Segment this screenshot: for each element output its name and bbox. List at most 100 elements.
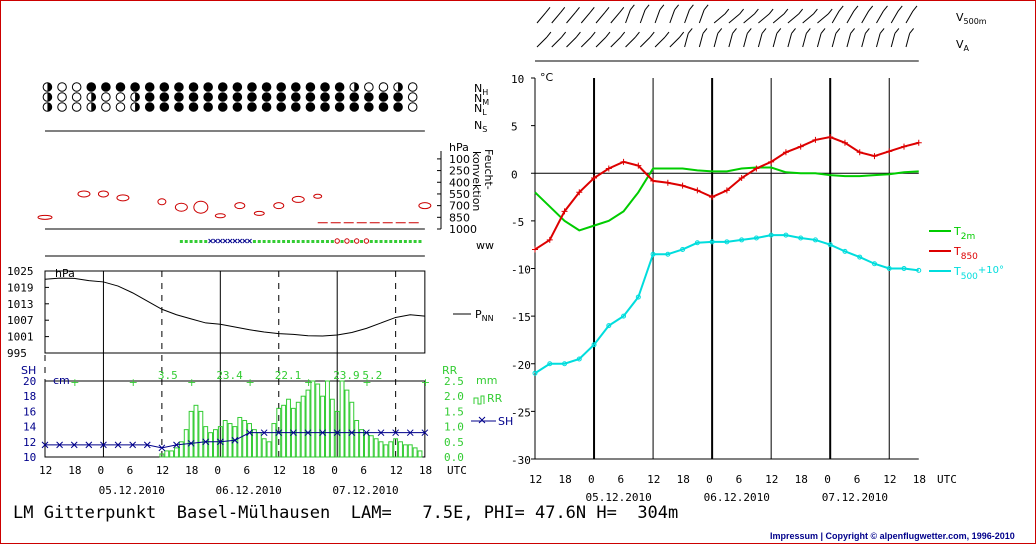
- rr-bar: [174, 447, 179, 458]
- rr-legend-icon: [473, 395, 485, 405]
- wind-barb-staff: [639, 36, 651, 48]
- cloud-cover-symbol: [364, 102, 374, 112]
- temp-t850-marker: [782, 149, 789, 156]
- cloud-cover-symbol: [203, 82, 213, 92]
- rr-tick-label: 0.5: [444, 436, 464, 449]
- cloud-cover-symbol: [276, 102, 286, 112]
- cloud-cover-symbol: [349, 102, 360, 112]
- temp-t500-marker: [621, 313, 627, 319]
- cloud-cover-symbol: [71, 92, 82, 102]
- temp-t500-marker: [827, 242, 833, 248]
- wind-barb-flag: [659, 4, 665, 11]
- rr-bar: [368, 435, 374, 458]
- ww-drizzle-symbol: [252, 240, 256, 243]
- cloud-cover-symbol: [203, 92, 213, 102]
- wind-barb-flag: [776, 28, 782, 34]
- ww-drizzle-symbol: [394, 240, 398, 243]
- wind-barb-staff: [905, 10, 914, 24]
- left-hour-tick-label: 12: [156, 464, 169, 477]
- label-va: VA: [956, 38, 970, 53]
- cloud-cover-symbol: [144, 102, 155, 112]
- cloud-cover-symbol: [115, 92, 126, 102]
- wind-barb-flag: [746, 28, 752, 34]
- temp-t850-marker: [915, 139, 922, 146]
- temp-t500-marker: [532, 370, 538, 376]
- ww-snow-symbol: [213, 238, 218, 244]
- wind-barb-staff: [684, 33, 689, 48]
- wind-barb-flag: [589, 6, 595, 13]
- wind-barb-staff: [713, 13, 726, 24]
- temp-t500-marker: [798, 235, 804, 241]
- wind-barb-staff: [846, 10, 855, 24]
- temp-t500-marker: [812, 237, 818, 243]
- rr-bar: [295, 401, 301, 458]
- ww-rain-symbol: [344, 238, 350, 244]
- rr-bar: [412, 447, 418, 458]
- rr-total-label: 5.2: [362, 369, 382, 382]
- ww-snow-symbol: [217, 238, 223, 244]
- wind-barb-staff: [861, 10, 870, 24]
- wind-barb-flag: [717, 28, 723, 34]
- ww-snow-symbol: [242, 238, 248, 244]
- impressum-link[interactable]: Impressum | Copyright © alpenflugwetter.…: [770, 531, 1015, 541]
- temp-t500-marker: [562, 361, 568, 367]
- ww-drizzle-symbol: [267, 240, 271, 243]
- wind-barb-flag: [629, 4, 635, 11]
- cloud-cover-symbol: [378, 82, 389, 92]
- wind-barb-staff: [772, 33, 778, 48]
- cloud-cover-symbol: [101, 102, 111, 112]
- sh-marker: [246, 429, 253, 437]
- label-hpa-pnn: hPa: [55, 267, 75, 280]
- wind-barb-staff: [831, 33, 837, 48]
- temp-t850-marker: [635, 162, 642, 169]
- label-rr-legend: RR: [487, 392, 503, 405]
- rr-bar: [213, 429, 218, 458]
- pressure-tick-label: 1001: [7, 331, 34, 344]
- rr-total-label: 3.5: [158, 369, 178, 382]
- ww-drizzle-symbol: [199, 240, 203, 243]
- feucht-ellipse: [193, 200, 209, 214]
- temp-legend-label: T2m: [953, 225, 975, 242]
- feucht-ellipse: [313, 193, 323, 199]
- pressure-frame: [44, 270, 426, 354]
- wind-barb-flag: [674, 4, 680, 11]
- feucht-ellipse: [418, 202, 432, 210]
- wind-barb-staff: [654, 36, 666, 48]
- temp-t500-marker: [739, 237, 745, 243]
- temp-tick-label: 5: [511, 121, 518, 134]
- temp-t850-marker: [576, 189, 583, 196]
- temp-t850-marker: [709, 194, 716, 201]
- ww-drizzle-symbol: [204, 240, 208, 243]
- rr-bar: [315, 383, 321, 458]
- feucht-ellipse: [174, 202, 188, 212]
- ww-drizzle-symbol: [399, 240, 403, 243]
- right-hour-tick-label: 0: [588, 473, 595, 486]
- cloud-cover-half: [91, 92, 96, 102]
- cloud-cover-symbol: [130, 82, 140, 92]
- wind-barb-flag: [820, 28, 826, 34]
- right-hour-tick-label: 6: [854, 473, 861, 486]
- temp-legend-sub: 2m: [961, 232, 976, 242]
- ww-snow-symbol: [208, 238, 213, 244]
- feucht-tick-label: 850: [449, 211, 470, 224]
- wind-barb-flag: [894, 28, 900, 34]
- ww-drizzle-symbol: [179, 240, 183, 243]
- temp-t850-marker: [856, 149, 863, 156]
- temp-t500-marker: [665, 251, 671, 257]
- ww-drizzle-symbol: [325, 240, 329, 243]
- wind-barb-staff: [551, 36, 563, 48]
- wind-barb-flag: [702, 28, 708, 34]
- wind-barb-flag: [635, 31, 640, 38]
- wind-barb-staff: [861, 33, 866, 48]
- wind-barb-staff: [831, 10, 840, 24]
- label-v500: V500m: [956, 11, 987, 26]
- sh-marker: [421, 429, 429, 437]
- rr-bar: [251, 429, 257, 458]
- wind-barb-staff: [654, 9, 661, 24]
- location-line: LM Gitterpunkt Basel-Mülhausen LAM= 7.5E…: [13, 503, 679, 523]
- sh-marker: [392, 429, 399, 437]
- rr-bar: [388, 441, 394, 458]
- ww-drizzle-symbol: [360, 240, 364, 243]
- cloud-cover-symbol: [393, 92, 403, 102]
